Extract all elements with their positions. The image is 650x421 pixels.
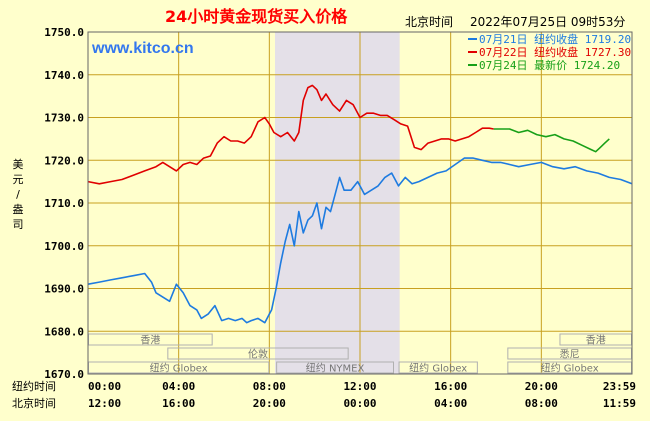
session-label: 香港 [140, 335, 160, 347]
y-tick-label: 1710.0 [44, 197, 84, 210]
y-tick-label: 1670.0 [44, 368, 84, 381]
session-label: 纽约 Globex [409, 362, 467, 375]
y-tick-label: 1690.0 [44, 283, 84, 296]
x-tick-label-ny: 00:00 [88, 380, 121, 393]
session-label: 伦敦 [248, 348, 268, 361]
x-tick-label-bj: 00:00 [343, 397, 376, 410]
x-tick-label-bj: 20:00 [253, 397, 286, 410]
series-line [87, 84, 494, 185]
site-watermark: www.kitco.cn [91, 40, 194, 57]
x-tick-label-ny: 04:00 [162, 380, 195, 393]
session-label: 香港 [586, 335, 606, 347]
x-tick-label-ny: 16:00 [434, 380, 467, 393]
series-line [493, 128, 610, 153]
y-tick-label: 1700.0 [44, 240, 84, 253]
x-tick-label-bj: 04:00 [434, 397, 467, 410]
x-tick-label-bj: 12:00 [88, 397, 121, 410]
y-axis-label-char: 司 [13, 218, 24, 231]
header-datetime: 2022年07月25日 09时53分 [470, 15, 625, 29]
y-axis-label-char: / [16, 188, 20, 201]
session-label: 纽约 Globex [150, 362, 208, 375]
ny-time-label: 纽约时间 [12, 379, 56, 393]
session-bar [167, 347, 349, 360]
price-series [87, 84, 633, 324]
session-label: 纽约 Globex [541, 362, 599, 375]
y-axis-label-char: 美 [13, 158, 24, 171]
session-label: 纽约 NYMEX [306, 362, 365, 375]
y-axis-ticks: 1670.0 1680.0 1690.0 1700.0 1710.0 1720.0 1730… [44, 26, 84, 381]
legend-entry: 07月21日 纽约收盘 1719.20 [479, 32, 631, 46]
y-tick-label: 1740.0 [44, 69, 84, 82]
x-tick-label-bj: 11:59 [603, 397, 636, 410]
y-tick-label: 1750.0 [44, 26, 84, 39]
y-tick-label: 1730.0 [44, 112, 84, 125]
y-axis-label-char: 盎 [13, 202, 24, 216]
x-tick-label-ny: 08:00 [253, 380, 286, 393]
x-tick-label-bj: 16:00 [162, 397, 195, 410]
header-location: 北京时间 [405, 15, 453, 29]
x-tick-label-ny: 23:59 [603, 380, 636, 393]
x-tick-label-ny: 12:00 [343, 380, 376, 393]
series-line [87, 157, 633, 324]
y-tick-label: 1680.0 [44, 325, 84, 338]
y-axis-label-char: 元 [13, 173, 24, 186]
plot-border [87, 31, 633, 375]
session-label: 悉尼 [560, 349, 580, 361]
beijing-time-label: 北京时间 [12, 396, 56, 410]
x-tick-label-ny: 20:00 [525, 380, 558, 393]
session-bar [398, 361, 478, 374]
x-axis-ticks: 00:00 12:00 04:00 16:00 08:00 20:00 12:00 00:00… [88, 380, 636, 410]
session-bar [276, 361, 394, 374]
legend-entry: 07月22日 纽约收盘 1727.30 [479, 45, 631, 59]
y-tick-label: 1720.0 [44, 154, 84, 167]
y-axis-label: 美元 /盎司 [13, 158, 24, 231]
x-tick-label-bj: 08:00 [525, 397, 558, 410]
legend-entry: 07月24日 最新价 1724.20 [479, 58, 620, 72]
chart-title: 24小时黄金现货买入价格 [165, 7, 348, 26]
